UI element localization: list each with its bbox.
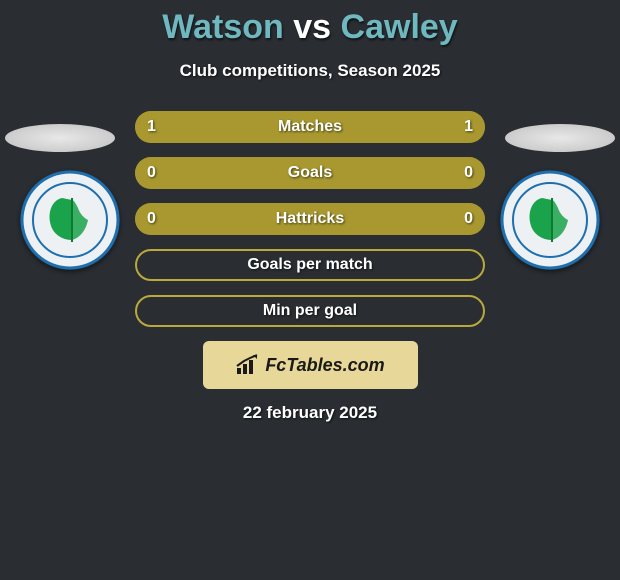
stat-row: Goals0 0: [135, 157, 485, 189]
stat-label: Min per goal: [137, 297, 483, 325]
stat-row: Min per goal: [135, 295, 485, 327]
stat-value-right: 0: [464, 157, 473, 189]
stat-label: Matches: [135, 111, 485, 143]
stat-value-right: 1: [464, 111, 473, 143]
title-player2: Cawley: [341, 8, 458, 46]
chart-icon: [235, 354, 261, 376]
stat-row: Goals per match: [135, 249, 485, 281]
stats-container: Matches11Goals00Hattricks00Goals per mat…: [0, 111, 620, 327]
stat-row: Hattricks0 0: [135, 203, 485, 235]
subtitle: Club competitions, Season 2025: [0, 61, 620, 81]
stat-value-right: 0: [464, 203, 473, 235]
stat-label: Hattricks: [135, 203, 485, 235]
title-player1: Watson: [162, 8, 284, 46]
stat-value-left: 0: [147, 157, 156, 189]
title-vs: vs: [293, 8, 331, 46]
stat-row: Matches1 1: [135, 111, 485, 143]
brand-text: FcTables.com: [265, 355, 384, 376]
stat-label: Goals: [135, 157, 485, 189]
stat-value-left: 0: [147, 203, 156, 235]
page-title: Watson vs Cawley: [0, 0, 620, 47]
brand-box: FcTables.com: [203, 341, 418, 389]
stat-label: Goals per match: [137, 251, 483, 279]
stat-value-left: 1: [147, 111, 156, 143]
date-label: 22 february 2025: [0, 403, 620, 423]
